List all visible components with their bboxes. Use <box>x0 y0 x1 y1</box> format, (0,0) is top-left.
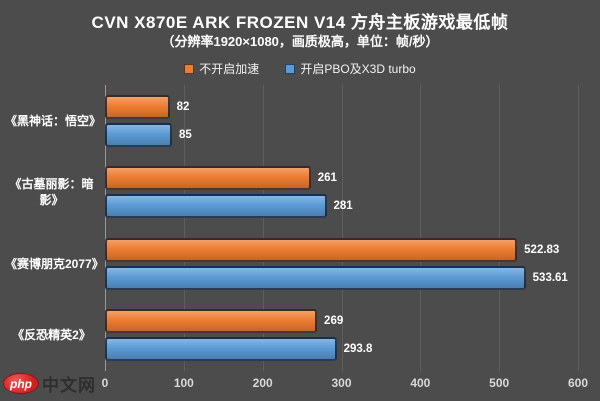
legend-swatch-orange-icon <box>184 63 195 74</box>
bar-group: 261 281 <box>105 157 578 229</box>
bar-group: 522.83 533.61 <box>105 228 578 300</box>
plot-area: 82 85 261 281 522.83 533.61 269 293.8 <box>105 85 579 371</box>
bar-line: 293.8 <box>105 337 578 362</box>
x-tick-label: 400 <box>410 376 431 390</box>
x-tick-label: 200 <box>252 376 273 390</box>
bar-no-boost <box>105 309 318 334</box>
bar-pbo-x3d <box>105 194 327 219</box>
gridline <box>262 85 264 371</box>
x-tick-label: 0 <box>101 376 109 390</box>
bar-value-label: 269 <box>324 315 344 328</box>
category-label: 《古墓丽影：暗影》 <box>9 177 94 208</box>
bar-value-label: 82 <box>176 100 190 113</box>
x-tick-label: 600 <box>567 376 589 390</box>
bar-line: 261 <box>105 166 578 191</box>
bar-group: 269 293.8 <box>105 300 578 372</box>
bar-line: 82 <box>105 94 578 119</box>
category-labels: 《黑神话：悟空》《古墓丽影：暗影》《赛博朋克2077》 《反恐精英2》 <box>0 85 104 371</box>
bar-group: 82 85 <box>105 85 578 157</box>
chart-subtitle: （分辨率1920×1080，画质极高，单位：帧/秒） <box>161 34 439 49</box>
chart-title: CVN X870E ARK FROZEN V14 方舟主板游戏最低帧 <box>91 13 509 32</box>
gridline <box>578 85 579 371</box>
bar-line: 269 <box>105 309 578 334</box>
legend-item-pbo-x3d: 开启PBO及X3D turbo <box>285 60 416 77</box>
bar-line: 522.83 <box>105 237 578 262</box>
x-tick-label: 300 <box>331 376 352 390</box>
bar-pbo-x3d <box>105 265 526 290</box>
watermark: php 中文网 <box>3 371 96 396</box>
bar-value-label: 293.8 <box>343 343 373 356</box>
watermark-site-text: 中文网 <box>42 376 96 395</box>
legend-label: 开启PBO及X3D turbo <box>300 62 416 76</box>
bar-value-label: 85 <box>179 128 192 141</box>
bar-rows: 82 85 261 281 522.83 533.61 269 293.8 <box>105 85 578 371</box>
bar-no-boost <box>105 166 311 191</box>
x-tick-label: 500 <box>489 376 510 390</box>
x-tick-label: 100 <box>173 376 194 390</box>
php-logo-icon: php <box>3 373 39 394</box>
gridline <box>499 85 501 371</box>
y-axis-line <box>105 85 106 371</box>
bar-line: 281 <box>105 194 578 219</box>
bar-line: 85 <box>105 122 578 147</box>
bar-value-label: 261 <box>317 172 337 185</box>
legend-item-no-boost: 不开启加速 <box>184 60 259 77</box>
legend-label: 不开启加速 <box>199 62 260 76</box>
bar-no-boost <box>105 94 170 119</box>
bar-pbo-x3d <box>105 122 172 147</box>
gridline <box>420 85 422 371</box>
x-axis: 0 100 200 300 400 500 600 <box>101 376 588 392</box>
bar-value-label: 522.83 <box>524 243 560 256</box>
gridline <box>341 85 343 371</box>
category-label: 《反恐精英2》 <box>12 328 91 343</box>
bar-pbo-x3d <box>105 337 337 362</box>
category-label: 《赛博朋克2077》 <box>5 256 104 271</box>
bar-line: 533.61 <box>105 265 578 290</box>
category-label: 《黑神话：悟空》 <box>5 113 102 128</box>
bar-no-boost <box>105 237 518 262</box>
chart-legend: 不开启加速 开启PBO及X3D turbo <box>0 60 600 77</box>
bar-value-label: 281 <box>333 200 353 213</box>
legend-swatch-blue-icon <box>285 63 296 74</box>
bar-value-label: 533.61 <box>532 271 568 284</box>
gridline <box>183 85 185 371</box>
